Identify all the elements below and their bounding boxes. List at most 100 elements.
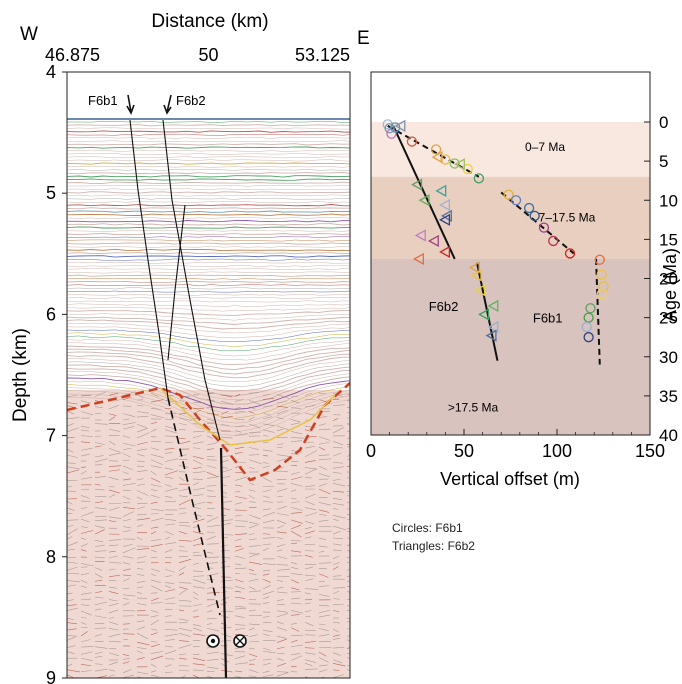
basement-texture-mark [332, 498, 343, 500]
basement-texture-mark [164, 542, 177, 545]
basement-texture-mark [94, 501, 103, 504]
plot-y-tick-label: 25 [659, 309, 678, 328]
age-zone-label: >17.5 Ma [448, 401, 499, 415]
basement-texture-mark [290, 597, 301, 600]
seismic-reflector [67, 159, 350, 162]
basement-texture-mark [220, 400, 234, 405]
basement-texture-mark [108, 494, 116, 498]
basement-texture-mark [318, 458, 332, 461]
f6b1-circle-marker [449, 158, 460, 169]
seismic-reflector [67, 153, 350, 155]
seismic-reflector [67, 226, 350, 229]
basement-texture-mark [346, 437, 350, 439]
basement-texture-mark [150, 408, 161, 410]
basement-texture-mark [122, 598, 129, 600]
basement-texture-mark [108, 448, 120, 453]
basement-texture-mark [192, 537, 202, 542]
basement-texture-mark [164, 452, 172, 454]
basement-texture-mark [150, 526, 159, 529]
basement-texture-mark [108, 404, 120, 410]
f6b2-triangle-marker [435, 184, 447, 197]
basement-texture-mark [94, 591, 103, 594]
basement-texture-mark [332, 478, 341, 481]
seismic-y-axis-title: Depth (km) [10, 328, 31, 422]
plot-y-tick-label: 40 [659, 426, 678, 445]
basement-texture-mark [108, 561, 122, 564]
basement-texture-mark [206, 556, 220, 559]
basement-texture-mark [80, 425, 90, 429]
plot-y-tick-label: 30 [659, 348, 678, 367]
basement-texture-mark [136, 561, 146, 563]
basement-texture-mark [234, 407, 241, 409]
basement-texture-mark [248, 423, 261, 429]
basement-texture-mark [150, 517, 164, 522]
basement-texture-mark [234, 451, 243, 454]
basement-texture-mark [332, 462, 343, 464]
basement-texture-mark [262, 596, 270, 600]
seismic-reflector [67, 265, 350, 267]
basement-texture-mark [136, 586, 144, 589]
basement-texture-mark [206, 412, 219, 416]
basement-texture-mark [262, 570, 270, 572]
fault-dashed-extension [167, 397, 221, 616]
basement-texture-mark [80, 518, 90, 523]
basement-texture-mark [206, 551, 214, 554]
basement-texture-mark [67, 636, 76, 641]
basement-texture-mark [290, 655, 303, 661]
basement-texture-mark [122, 574, 132, 577]
f6b1-circle-marker [440, 154, 451, 165]
basement-texture-mark [332, 518, 339, 521]
basement-texture-mark [346, 591, 350, 593]
basement-texture-mark [122, 397, 131, 400]
basement-texture-mark [248, 522, 258, 524]
basement-texture-mark [80, 411, 94, 416]
f6b1-circle-marker [473, 173, 485, 184]
basement-texture-mark [108, 586, 118, 589]
basement-texture-mark [248, 659, 256, 662]
basement-texture-mark [122, 507, 136, 510]
data-markers [382, 119, 609, 343]
basement-texture-mark [94, 556, 105, 559]
basement-texture-mark [290, 644, 304, 648]
basement-texture-mark [206, 592, 220, 594]
basement-texture-mark [234, 555, 245, 559]
basement-texture-mark [206, 610, 213, 613]
basement-texture-mark [150, 421, 158, 425]
basement-texture-mark [290, 506, 303, 511]
seismic-reflector [67, 338, 350, 357]
basement-texture-mark [206, 489, 214, 492]
basement-texture-mark [178, 550, 188, 552]
basement-texture-mark [318, 502, 331, 506]
basement-texture-mark [94, 573, 103, 578]
seismic-reflector [67, 223, 350, 226]
basement-texture-mark [304, 460, 316, 463]
basement-texture-mark [346, 657, 350, 659]
seismic-reflector [67, 252, 350, 255]
basement-texture-mark [332, 503, 344, 506]
basement-texture-mark [67, 402, 78, 405]
basement-texture-mark [67, 436, 75, 439]
basement-texture-mark [192, 624, 202, 627]
basement-texture-mark [332, 555, 340, 559]
basement-texture-mark [304, 412, 315, 416]
basement-texture-mark [150, 393, 160, 398]
seismic-reflector [67, 293, 350, 296]
basement-texture-mark [248, 641, 259, 643]
basement-texture-mark [136, 490, 149, 496]
basement-texture-mark [94, 608, 102, 611]
basement-texture-mark [234, 465, 243, 468]
basement-texture-mark [332, 575, 342, 577]
basement-texture-mark [332, 638, 341, 640]
seismic-reflector [67, 239, 350, 242]
basement-texture-mark [67, 454, 78, 458]
basement-texture-mark [164, 448, 175, 450]
basement-texture-mark [276, 549, 283, 552]
basement-texture-mark [332, 587, 346, 589]
basement-texture-mark [262, 429, 275, 433]
basement-texture-mark [234, 393, 241, 397]
basement-texture-mark [276, 400, 288, 404]
basement-texture-mark [304, 468, 317, 475]
seismic-reflector [67, 306, 350, 312]
basement-texture-mark [192, 609, 199, 613]
